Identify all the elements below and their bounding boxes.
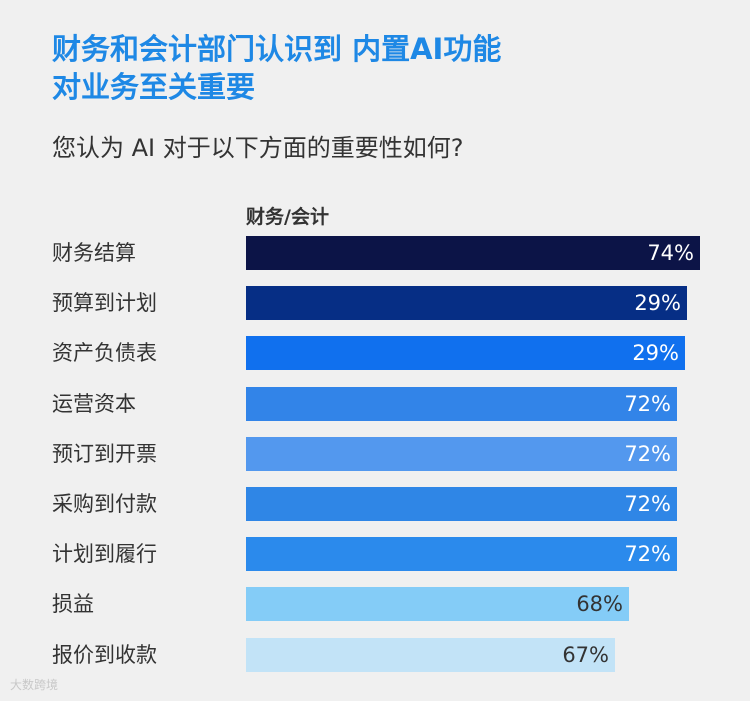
bar: 72% (246, 487, 677, 521)
category-label: 预算到计划 (52, 291, 157, 315)
bar: 67% (246, 638, 615, 672)
chart-title-line-1: 财务和会计部门认识到 内置AI功能 (52, 32, 502, 66)
bar: 68% (246, 587, 629, 621)
chart-title: 财务和会计部门认识到 内置AI功能 对业务至关重要 (52, 30, 501, 106)
chart-subtitle: 您认为 AI 对于以下方面的重要性如何? (52, 134, 464, 162)
bar-value-label: 29% (632, 341, 679, 365)
category-label: 损益 (52, 592, 94, 616)
category-label: 计划到履行 (52, 542, 157, 566)
bar-value-label: 72% (624, 442, 671, 466)
bar-value-label: 68% (576, 592, 623, 616)
bar: 29% (246, 336, 685, 370)
bar-value-label: 74% (647, 241, 694, 265)
bar: 72% (246, 387, 677, 421)
series-label: 财务/会计 (246, 206, 329, 228)
bar-value-label: 72% (624, 492, 671, 516)
category-label: 预订到开票 (52, 442, 157, 466)
category-label: 财务结算 (52, 241, 136, 265)
bar: 74% (246, 236, 700, 270)
bar: 72% (246, 537, 677, 571)
category-label: 资产负债表 (52, 341, 157, 365)
category-label: 运营资本 (52, 392, 136, 416)
watermark: 大数跨境 (10, 678, 59, 692)
bar-value-label: 67% (562, 643, 609, 667)
bar-value-label: 72% (624, 392, 671, 416)
chart-title-line-2: 对业务至关重要 (52, 70, 256, 104)
category-label: 报价到收款 (52, 643, 157, 667)
category-label: 采购到付款 (52, 492, 157, 516)
bar-value-label: 72% (624, 542, 671, 566)
bar-value-label: 29% (634, 291, 681, 315)
bar: 72% (246, 437, 677, 471)
bar: 29% (246, 286, 687, 320)
